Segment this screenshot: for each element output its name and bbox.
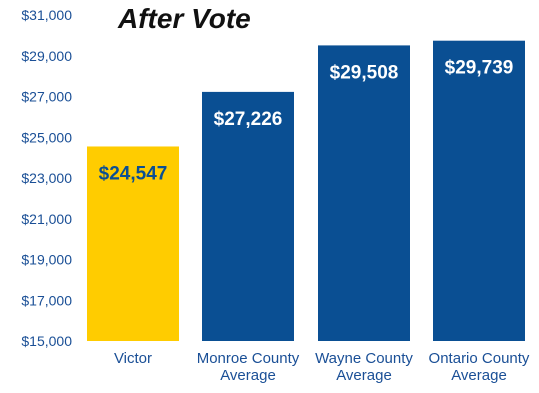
x-tick-label: Average xyxy=(220,367,276,384)
bar-value-label: $27,226 xyxy=(214,109,283,130)
x-tick-label: Ontario County xyxy=(429,350,530,367)
y-tick-label: $15,000 xyxy=(21,333,72,349)
bar-value-label: $29,508 xyxy=(330,62,399,83)
y-tick-label: $25,000 xyxy=(21,129,72,145)
y-tick-label: $19,000 xyxy=(21,252,72,268)
y-tick-label: $29,000 xyxy=(21,48,72,64)
bar-value-label: $24,547 xyxy=(99,163,168,184)
y-tick-label: $17,000 xyxy=(21,292,72,308)
y-axis: $15,000 $17,000 $19,000 $21,000 $23,000 $25,0… xyxy=(21,7,72,349)
bar xyxy=(202,91,294,341)
bar-value-label: $29,739 xyxy=(445,58,514,79)
x-tick-label: Monroe County xyxy=(197,350,300,367)
x-tick-label: Wayne County xyxy=(315,350,413,367)
x-tick-label: Victor xyxy=(114,350,152,367)
bars: $24,547 $27,226 $29,508 $29,739 xyxy=(87,40,525,342)
y-tick-label: $31,000 xyxy=(21,7,72,23)
bar xyxy=(433,40,525,342)
x-tick-label: Average xyxy=(336,367,392,384)
bar xyxy=(87,146,179,341)
y-tick-label: $27,000 xyxy=(21,89,72,105)
x-tick-label: Average xyxy=(451,367,507,384)
bar xyxy=(318,45,410,341)
y-tick-label: $23,000 xyxy=(21,170,72,186)
y-tick-label: $21,000 xyxy=(21,211,72,227)
chart-title: After Vote xyxy=(117,3,251,34)
